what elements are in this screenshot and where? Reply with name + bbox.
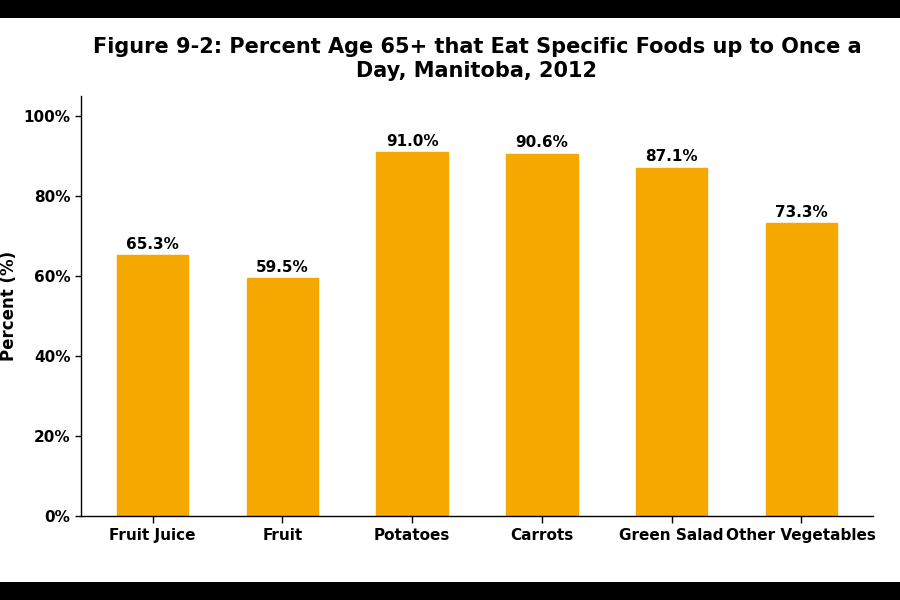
Text: 65.3%: 65.3% <box>126 236 179 251</box>
Bar <box>247 278 318 516</box>
Text: 73.3%: 73.3% <box>775 205 828 220</box>
Y-axis label: Percent (%): Percent (%) <box>0 251 18 361</box>
Text: 91.0%: 91.0% <box>386 134 438 149</box>
Text: 90.6%: 90.6% <box>516 136 568 151</box>
Text: 59.5%: 59.5% <box>256 260 309 275</box>
Text: 87.1%: 87.1% <box>645 149 698 164</box>
Title: Figure 9-2: Percent Age 65+ that Eat Specific Foods up to Once a
Day, Manitoba, : Figure 9-2: Percent Age 65+ that Eat Spe… <box>93 37 861 80</box>
Bar <box>506 154 578 516</box>
Bar <box>766 223 837 516</box>
Bar <box>117 255 188 516</box>
Bar <box>376 152 448 516</box>
Bar <box>636 167 707 516</box>
